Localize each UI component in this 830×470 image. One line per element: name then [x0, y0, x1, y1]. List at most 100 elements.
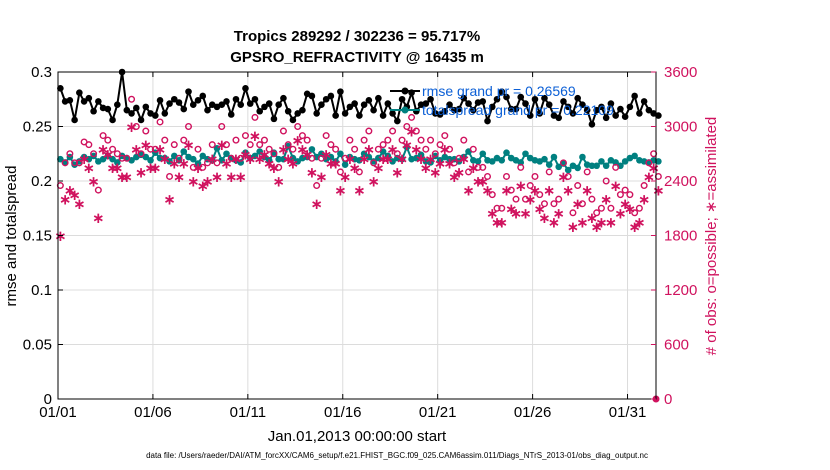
obs-possible-point-41 [251, 113, 259, 121]
rmse-series [57, 68, 662, 128]
y-tick-label-4: 0.2 [31, 173, 52, 190]
rmse-point-0 [57, 85, 64, 92]
y2-tick-label-5: 3000 [664, 119, 697, 136]
rmse-point-95 [507, 105, 515, 113]
obs-possible-point-43 [260, 136, 268, 144]
rmse-point-66 [370, 106, 377, 114]
obs-possible-point-81 [441, 132, 449, 140]
obs-possible-point-120 [626, 191, 634, 199]
obs-possible-point-99 [526, 182, 534, 190]
y-axis-label: rmse and totalspread [3, 166, 20, 307]
x-tick-label-6: 01/31 [609, 404, 647, 421]
rmse-point-6 [85, 94, 93, 102]
rmse-point-24 [170, 95, 178, 103]
rmse-point-18 [142, 103, 150, 111]
obs-assimilated-point-36: ∗ [225, 168, 238, 186]
obs-possible-point-29 [194, 145, 202, 153]
rmse-point-57 [327, 92, 335, 100]
rmse-point-3 [71, 116, 78, 124]
rmse-point-61 [346, 103, 354, 111]
obs-assimilated-point-111: ∗ [581, 182, 594, 200]
y-tick-label-0: 0 [44, 391, 52, 408]
obs-assimilated-point-108: ∗ [567, 218, 580, 236]
x-tick-label-2: 01/11 [230, 404, 266, 421]
obs-possible-point-25 [175, 154, 183, 162]
obs-possible-point-70 [389, 127, 397, 135]
obs-assimilated-point-86: ∗ [462, 182, 475, 200]
rmse-point-107 [564, 103, 572, 111]
spread-point-112 [588, 162, 596, 170]
obs-assimilated-point-75: ∗ [410, 141, 423, 159]
obs-possible-point-97 [517, 163, 525, 171]
obs-assimilated-point-64: ∗ [358, 150, 371, 168]
rmse-point-21 [156, 97, 164, 104]
obs-assimilated-point-3: ∗ [68, 186, 81, 204]
obs-possible-point-109 [574, 182, 582, 190]
obs-possible-point-37 [232, 136, 240, 144]
obs-possible-point-51 [298, 132, 306, 140]
obs-possible-point-35 [222, 141, 230, 149]
obs-possible-point-48 [284, 141, 292, 149]
x-tick-label-3: 01/16 [324, 404, 362, 421]
obs-assimilated-point-32: ∗ [206, 150, 219, 168]
obs-assimilated-point-68: ∗ [377, 150, 390, 168]
y-tick-label-3: 0.15 [23, 228, 52, 245]
obs-possible-point-68 [379, 141, 387, 149]
y2-tick-label-4: 2400 [664, 173, 697, 190]
obs-possible-point-32 [208, 141, 216, 149]
obs-possible-point-92 [493, 204, 501, 212]
obs-possible-point-93 [498, 204, 506, 212]
spread-point-98 [522, 150, 529, 158]
rmse-point-87 [469, 106, 477, 114]
spread-point-126 [655, 158, 662, 165]
obs-assimilated-point-57: ∗ [325, 154, 338, 172]
obs-possible-point-47 [279, 127, 287, 135]
obs-assimilated-point-69: ∗ [382, 150, 395, 168]
rmse-point-47 [280, 94, 287, 102]
rmse-point-62 [351, 100, 358, 107]
rmse-point-43 [261, 103, 268, 111]
obs-possible-point-50 [294, 122, 302, 130]
rmse-point-37 [232, 95, 240, 103]
obs-possible-point-74 [408, 113, 416, 121]
spread-point-117 [612, 159, 619, 166]
obs-possible-point-96 [512, 195, 520, 203]
obs-assimilated-point-73: ∗ [401, 136, 414, 154]
obs-assimilated-point-79: ∗ [429, 163, 442, 181]
obs-assimilated-point-2: ∗ [64, 182, 77, 200]
spread-point-30 [199, 152, 207, 160]
spread-point-65 [365, 153, 373, 161]
rmse-point-124 [645, 106, 653, 114]
obs-possible-point-14 [123, 154, 131, 162]
obs-assimilated-point-117: ∗ [609, 177, 622, 195]
obs-assimilated-point-121: ∗ [628, 218, 641, 236]
obs-possible-point-111 [583, 168, 591, 176]
obs-assimilated-point-94: ∗ [500, 182, 513, 200]
obs-assimilated-point-80: ∗ [434, 154, 447, 172]
x-axis: 01/01 01/06 01/11 01/16 01/21 01/26 01/31 [39, 72, 646, 421]
rmse-point-89 [479, 98, 487, 105]
obs-assimilated-point-25: ∗ [173, 168, 186, 186]
obs-assimilated-point-40: ∗ [244, 150, 257, 168]
spread-point-89 [479, 150, 487, 158]
obs-possible-point-22 [161, 136, 169, 144]
rmse-point-108 [569, 110, 577, 117]
obs-assimilated-point-112: ∗ [586, 209, 599, 227]
obs-assimilated-point-47: ∗ [277, 141, 290, 159]
obs-assimilated-point-48: ∗ [282, 150, 295, 168]
obs-assimilated-point-93: ∗ [495, 213, 508, 231]
obs-possible-point-53 [308, 154, 316, 162]
obs-possible-point-9 [99, 132, 107, 140]
spread-point-113 [593, 162, 600, 170]
rmse-point-26 [180, 105, 188, 113]
rmse-point-44 [265, 100, 273, 107]
spread-point-80 [436, 156, 444, 164]
obs-possible-point-85 [460, 136, 468, 144]
obs-assimilated-point-65: ∗ [363, 141, 376, 159]
obs-possible-point-31 [203, 159, 211, 167]
spread-point-21 [156, 154, 164, 162]
obs-assimilated-point-10: ∗ [102, 145, 115, 163]
rmse-point-58 [332, 112, 339, 119]
obs-assimilated-point-72: ∗ [396, 150, 409, 168]
obs-possible-point-7 [90, 150, 98, 158]
